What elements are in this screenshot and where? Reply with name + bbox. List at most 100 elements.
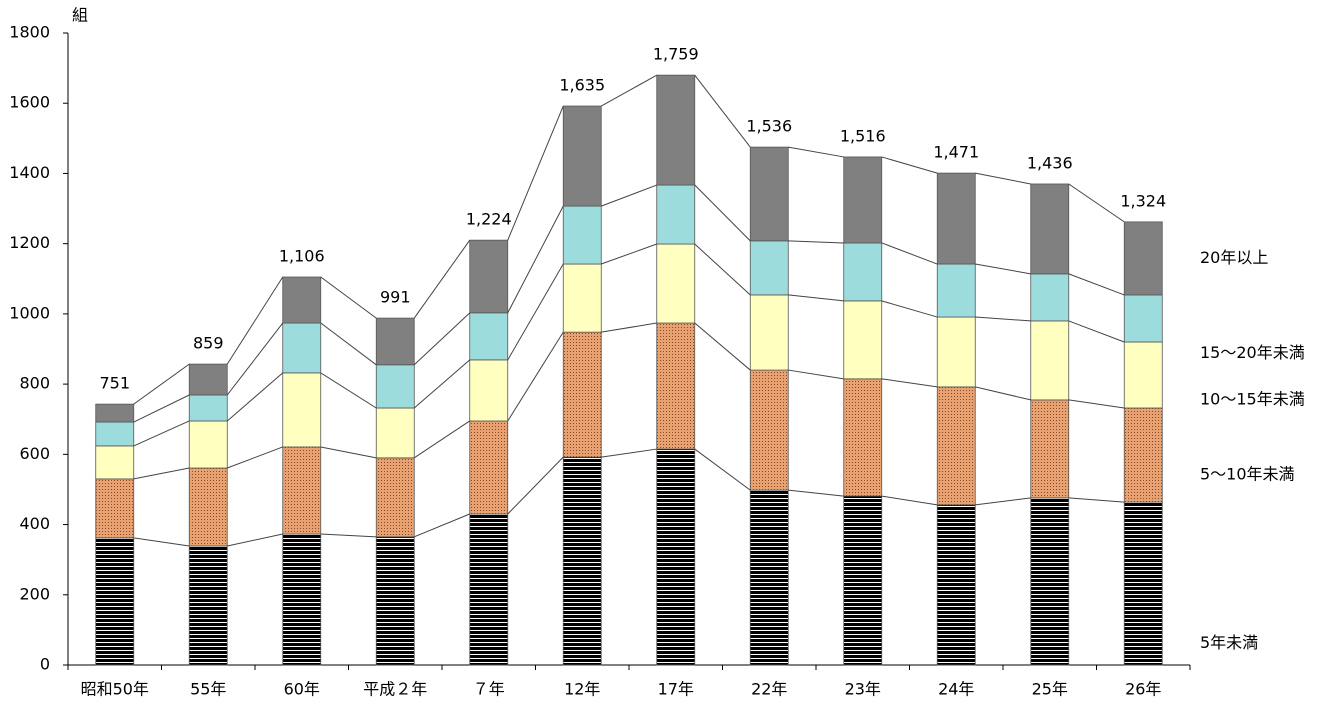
bar-segment (749, 146, 789, 242)
connector (694, 74, 751, 148)
bar-segment (282, 276, 322, 324)
bar-segment (469, 359, 509, 422)
connector (788, 294, 844, 302)
connector (881, 378, 938, 388)
bar-segment (1030, 183, 1070, 275)
legend-label: 5～10年未満 (1200, 465, 1295, 484)
bar-segment (656, 184, 696, 245)
connector (1068, 320, 1125, 343)
connector (226, 276, 284, 365)
connector (975, 386, 1031, 401)
connector (1068, 399, 1125, 409)
bar-segment (656, 322, 696, 450)
bar-segment (95, 403, 135, 423)
connector (507, 456, 564, 515)
connector (413, 312, 471, 366)
connector (975, 263, 1031, 275)
connector (507, 205, 564, 314)
bar-segment (843, 300, 883, 380)
connector (133, 420, 190, 447)
bar-segment (282, 372, 322, 448)
bar-segment (562, 331, 602, 458)
connector (227, 533, 283, 547)
total-label: 1,536 (746, 117, 792, 136)
connector (226, 372, 284, 422)
connector (975, 172, 1031, 185)
connector (601, 184, 657, 207)
bar-segment (1123, 407, 1163, 503)
bar-segment (469, 420, 509, 515)
bar-segment (188, 420, 228, 469)
bar-segment (282, 446, 322, 535)
total-label: 751 (99, 374, 130, 393)
connector (788, 146, 844, 158)
x-tick-label: 23年 (845, 680, 881, 699)
bar-segment (749, 369, 789, 491)
bar-segment (188, 545, 228, 666)
y-axis-label: 組 (72, 6, 88, 25)
bar-segment (375, 407, 415, 459)
connector (1068, 497, 1125, 503)
bar-segment (188, 363, 228, 396)
total-label: 859 (193, 334, 224, 353)
connector (694, 184, 751, 242)
bar-segment (562, 205, 602, 265)
bar-segment (375, 317, 415, 366)
legend-label: 5年未満 (1200, 633, 1258, 652)
bar-segment (469, 513, 509, 666)
bar-segment (656, 74, 696, 186)
bar-segment (843, 495, 883, 666)
bar-segment (843, 378, 883, 497)
bar-segment (1123, 341, 1163, 409)
connector (601, 448, 657, 458)
bar-segment (936, 172, 976, 265)
y-tick-label: 600 (19, 444, 50, 463)
total-label: 1,471 (933, 143, 979, 162)
connector (694, 243, 751, 296)
connector (320, 322, 377, 366)
bar-segment (188, 394, 228, 422)
y-tick-label: 1200 (9, 233, 50, 252)
bar-segment (1123, 294, 1163, 343)
total-label: 1,436 (1027, 153, 1073, 172)
connector (133, 537, 190, 547)
legend-label: 20年以上 (1200, 248, 1268, 267)
connector (320, 372, 377, 409)
connector (227, 446, 283, 469)
bar-segment (843, 156, 883, 244)
connector (320, 276, 377, 319)
connector (694, 322, 751, 371)
x-tick-label: 昭和50年 (81, 680, 149, 699)
y-tick-label: 1000 (9, 303, 50, 322)
y-tick-label: 400 (19, 514, 50, 533)
bar-segment (936, 504, 976, 666)
connector (226, 322, 284, 396)
connector (414, 513, 470, 538)
x-tick-label: 60年 (284, 680, 320, 699)
bar-segment (936, 263, 976, 318)
x-tick-label: 24年 (938, 680, 974, 699)
bar-segment (1030, 399, 1070, 499)
bar-segment (1030, 320, 1070, 401)
total-label: 1,324 (1120, 191, 1166, 210)
connector (133, 363, 190, 405)
bar-segment (843, 242, 883, 302)
total-label: 1,516 (840, 126, 886, 145)
connector (788, 369, 844, 380)
connector (975, 497, 1031, 506)
y-tick-label: 0 (40, 655, 50, 674)
connector (507, 105, 564, 241)
bar-segment (95, 445, 135, 480)
connector (1068, 183, 1125, 223)
connector (788, 240, 844, 244)
bar-segment (375, 536, 415, 666)
x-tick-label: 55年 (190, 680, 226, 699)
y-tick-label: 1800 (9, 23, 50, 42)
connector (133, 467, 190, 480)
bar-segment (1123, 501, 1163, 666)
x-tick-label: 平成２年 (363, 680, 427, 699)
connector (601, 322, 657, 333)
bar-segment (936, 386, 976, 506)
connector (413, 420, 471, 459)
